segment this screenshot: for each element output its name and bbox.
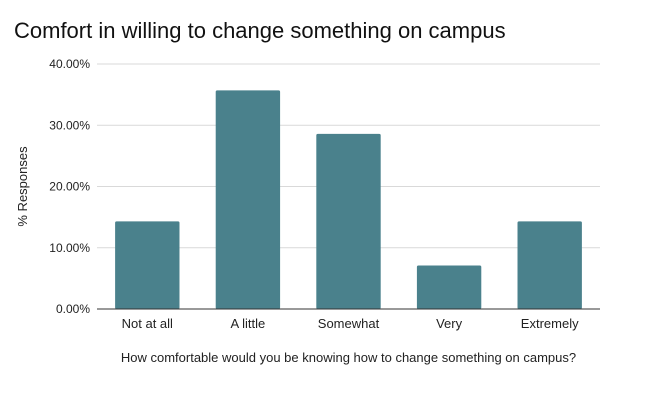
x-tick-label: Very <box>436 316 463 331</box>
bars <box>115 90 582 310</box>
bar <box>416 265 482 309</box>
x-tick-label: A little <box>231 316 266 331</box>
x-tick-label: Extremely <box>521 316 579 331</box>
y-axis-ticks: 0.00% 10.00% 20.00% 30.00% 40.00% <box>49 57 90 316</box>
y-tick-label: 0.00% <box>56 302 90 316</box>
chart-title: Comfort in willing to change something o… <box>14 18 506 43</box>
bar <box>215 90 281 310</box>
bar <box>115 221 180 309</box>
x-tick-label: Not at all <box>122 316 173 331</box>
x-axis-title: How comfortable would you be knowing how… <box>121 350 576 365</box>
y-tick-label: 10.00% <box>49 241 90 255</box>
x-axis-ticks: Not at all A little Somewhat Very Extremely <box>122 316 579 331</box>
y-tick-label: 20.00% <box>49 180 90 194</box>
y-tick-label: 30.00% <box>49 118 90 132</box>
y-tick-label: 40.00% <box>49 57 90 71</box>
x-tick-label: Somewhat <box>318 316 380 331</box>
bar <box>517 221 582 309</box>
bar <box>316 133 381 309</box>
y-axis-title: % Responses <box>15 146 30 227</box>
